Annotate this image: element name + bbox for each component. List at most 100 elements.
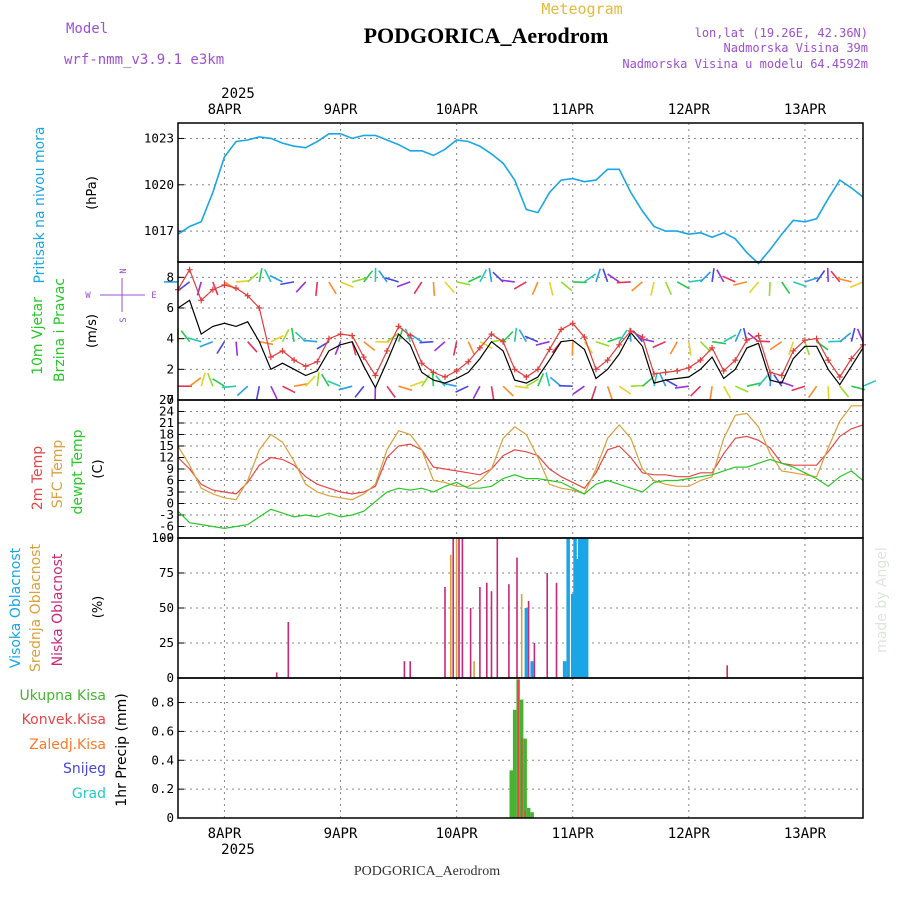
wind-arrow [716,269,725,283]
y-tick-label: 75 [159,565,174,580]
wind-arrow [734,385,749,393]
wind-arrow [631,281,643,292]
gust-marker [825,357,832,364]
bar [533,643,536,678]
gust-marker [302,363,309,370]
wind-arrow [856,328,864,343]
gust-marker [662,369,669,376]
wind-arrow [236,385,249,397]
wind-arrow [354,385,365,398]
y-tick-label: 4 [166,331,174,346]
wind-arrow [535,340,550,346]
wind-arrow [216,341,226,355]
compass-south: S [119,317,129,322]
cloud-unit: (%) [91,596,106,619]
wind-arrow [207,372,214,387]
gust-marker [418,360,425,367]
model-name: wrf-nmm_v3.9.1 e3km [64,52,224,68]
y-tick-label: -3 [159,507,174,522]
y-tick-label: 8 [166,269,174,284]
gust-marker [801,337,808,344]
bar [580,538,584,678]
wind-arrow [456,281,471,286]
gust-marker [279,347,286,354]
wind-arrow [531,281,539,296]
y-tick-label: 12 [159,450,174,465]
wind-arrow [664,378,678,387]
wind-arrow [807,385,818,399]
gust-marker [430,369,437,376]
gust-marker [778,372,785,379]
wind-arrow [650,281,655,296]
wind-arrow [259,340,274,346]
y-tick-label: 3 [166,484,174,499]
wind-arrow [338,385,353,391]
gust-marker [790,347,797,354]
wind-arrow [490,386,495,401]
gust-marker [709,344,716,351]
bar [509,770,513,818]
wind-arrow [793,281,807,288]
y-tick-label: 27 [159,392,174,407]
gust-marker [488,331,495,338]
coords-text: lon,lat (19.26E, 42.36N) [695,26,868,40]
series-line [177,268,864,379]
panel-frames [177,122,864,819]
bar [516,557,518,678]
gust-marker [233,285,240,292]
panel-frame [177,122,864,263]
wind-arrow [804,276,819,283]
wind-arrow [595,268,602,283]
gust-marker [569,320,576,327]
gust-marker [221,282,228,288]
wind-arrow [293,383,309,387]
top-tick-label: 13APR [784,102,827,118]
wind-arrow [674,385,689,389]
y-tick-label: 24 [159,404,174,419]
wind-arrow [442,382,457,387]
gust-marker [511,366,518,373]
gust-marker [267,354,274,361]
wind-arrow [602,268,609,283]
wind-arrow [849,281,864,289]
wind-arrow [363,270,374,283]
bar [450,554,452,678]
top-tick-label: 8APR [208,102,242,118]
wind-arrow [641,376,654,387]
bar [287,622,290,678]
wind-arrow [433,341,446,352]
y-tick-label: 0 [166,392,174,407]
bar [573,538,577,678]
legend-total-rain: Ukupna Kisa [19,688,106,704]
gust-marker [534,366,541,373]
bottom-tick-label: 10APR [436,826,479,842]
wind-arrow [549,376,562,387]
bar [461,538,464,678]
series-line [177,299,864,390]
wind-arrow [690,385,702,397]
wind-arrow [781,281,791,294]
legend-snow: Snijeg [63,761,106,777]
wind-arrow [676,281,690,290]
wind-arrow [200,372,206,387]
bar [517,679,519,818]
model-elevation-text: Nadmorska Visina u modelu 64.4592m [622,57,868,71]
y-tick-label: -6 [159,519,174,534]
wind-arrow [827,386,830,401]
gust-marker [848,355,855,362]
gust-marker [685,364,692,371]
gust-marker [198,297,205,304]
wind-arrow [455,385,469,393]
bar [530,661,534,678]
wind-arrow [837,277,852,283]
top-tick-label: 10APR [436,102,479,118]
bar [520,738,523,818]
wind-arrow [396,281,411,288]
wind-arrow [397,328,404,342]
wind-arrow [607,336,622,343]
compass-east: E [151,291,156,301]
wind-arrow [513,281,527,290]
gust-marker [372,372,379,379]
bar [584,538,589,678]
bar [275,672,278,678]
